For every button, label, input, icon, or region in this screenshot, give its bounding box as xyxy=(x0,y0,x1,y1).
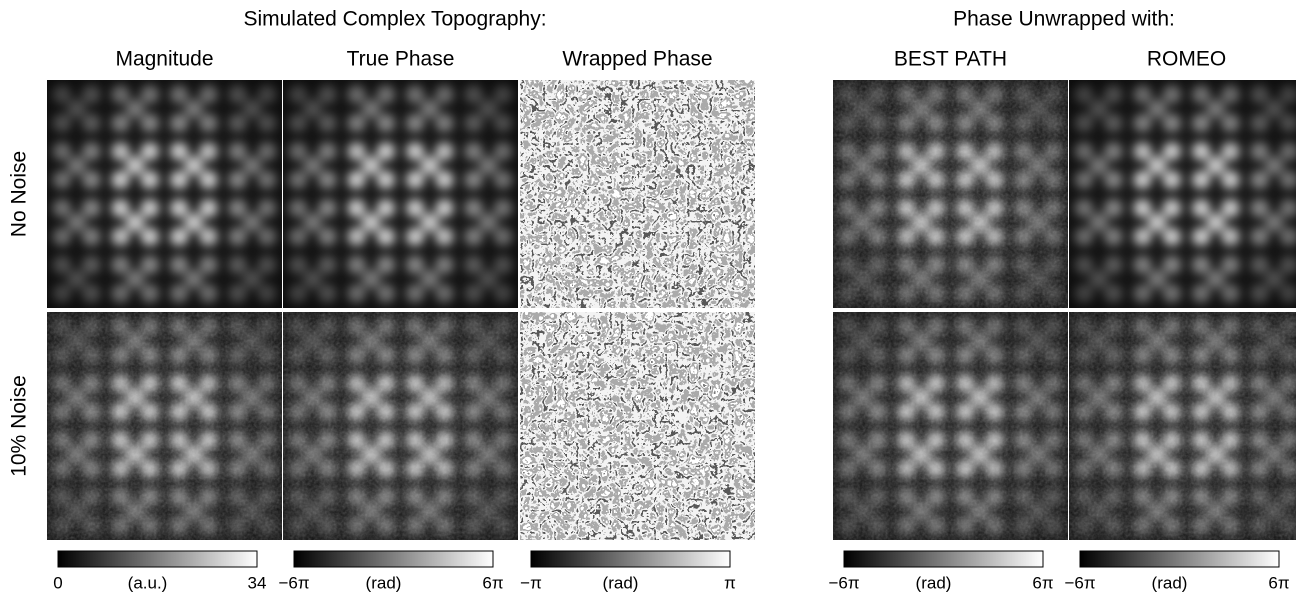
image-panel xyxy=(47,312,282,540)
image-panel xyxy=(833,312,1068,540)
colorbar-max: π xyxy=(724,573,736,592)
colorbar xyxy=(294,551,493,567)
colorbar-min: 0 xyxy=(53,573,62,592)
colorbar-max: 34 xyxy=(248,573,267,592)
colorbar-max: 6π xyxy=(1032,573,1053,592)
figure: Simulated Complex Topography: Phase Unwr… xyxy=(0,0,1296,596)
image-panel xyxy=(283,80,518,308)
column-label: True Phase xyxy=(347,48,455,71)
colorbar-unit: (rad) xyxy=(603,573,639,592)
colorbar xyxy=(58,551,257,567)
colorbar-min: −6π xyxy=(1064,573,1095,592)
colorbar xyxy=(531,551,730,567)
image-panel xyxy=(833,80,1068,308)
group-title: Phase Unwrapped with: xyxy=(953,8,1175,31)
colorbar xyxy=(844,551,1043,567)
colorbar-unit: (rad) xyxy=(916,573,952,592)
column-label: Wrapped Phase xyxy=(562,48,712,71)
colorbar-unit: (a.u.) xyxy=(128,573,168,592)
image-panel xyxy=(520,312,755,540)
column-label: Magnitude xyxy=(115,48,213,71)
colorbar-unit: (rad) xyxy=(366,573,402,592)
colorbar-max: 6π xyxy=(1268,573,1289,592)
colorbar-min: −π xyxy=(520,573,542,592)
row-label: No Noise xyxy=(8,151,31,237)
row-label: 10% Noise xyxy=(8,375,31,477)
column-label: ROMEO xyxy=(1147,48,1226,71)
colorbar-min: −6π xyxy=(828,573,859,592)
image-panel xyxy=(1069,80,1296,308)
colorbar-max: 6π xyxy=(482,573,503,592)
group-title: Simulated Complex Topography: xyxy=(243,8,546,31)
colorbar-unit: (rad) xyxy=(1152,573,1188,592)
image-panel xyxy=(283,312,518,540)
image-panel xyxy=(1069,312,1296,540)
image-panel xyxy=(520,80,755,308)
colorbar-min: −6π xyxy=(278,573,309,592)
image-panel xyxy=(47,80,282,308)
colorbar xyxy=(1080,551,1279,567)
column-label: BEST PATH xyxy=(894,48,1007,71)
